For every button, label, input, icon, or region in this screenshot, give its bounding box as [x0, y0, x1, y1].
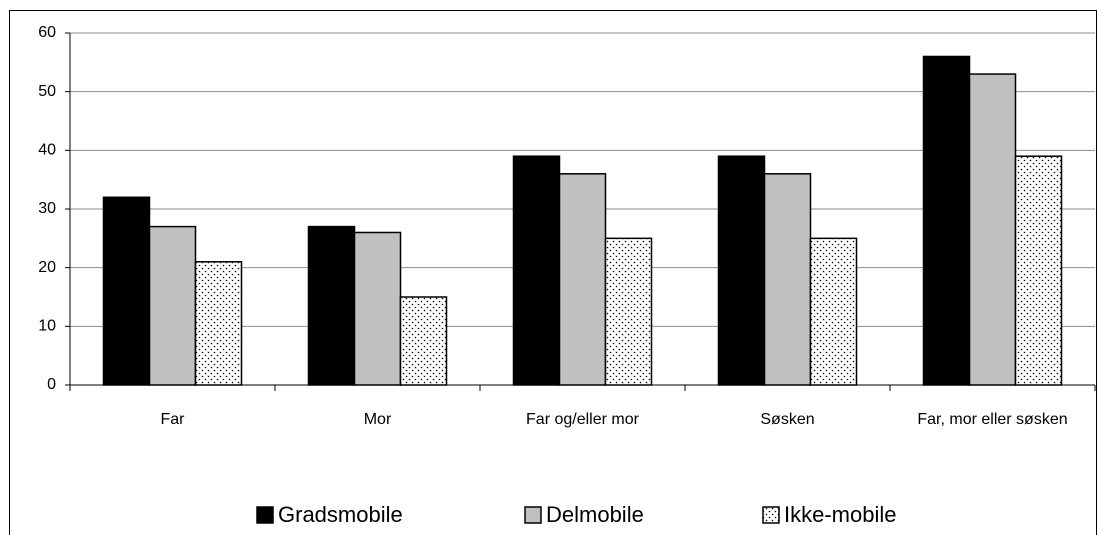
bar	[399, 296, 448, 386]
bar	[968, 73, 1017, 386]
y-tick-label: 0	[47, 376, 56, 393]
bar	[307, 225, 356, 386]
bar	[512, 155, 561, 386]
legend-label: Delmobile	[546, 502, 644, 527]
x-tick-label: Far, mor eller søsken	[917, 411, 1068, 428]
y-tick-label: 10	[38, 318, 56, 335]
bar	[102, 196, 151, 386]
y-tick-label: 60	[38, 24, 56, 41]
bar	[1014, 155, 1063, 386]
bar	[604, 237, 653, 386]
frame	[9, 10, 1097, 535]
bar	[558, 173, 607, 386]
legend-swatch	[762, 506, 780, 524]
x-tick-label: Søsken	[760, 411, 815, 428]
bar	[148, 225, 197, 386]
x-tick-label: Far og/eller mor	[526, 411, 639, 428]
y-tick-label: 20	[38, 259, 56, 276]
legend-label: Ikke-mobile	[784, 502, 896, 527]
bar	[922, 55, 971, 386]
y-tick-label: 50	[38, 83, 56, 100]
legend-swatch	[256, 506, 274, 524]
x-tick-label: Mor	[363, 411, 392, 428]
x-tick-label: Far	[160, 411, 185, 428]
y-tick-label: 40	[38, 142, 56, 159]
legend-swatch	[524, 506, 542, 524]
bar	[194, 261, 243, 386]
bar	[809, 237, 858, 386]
y-tick-label: 30	[38, 200, 56, 217]
bar	[717, 155, 766, 386]
legend-label: Gradsmobile	[278, 502, 403, 527]
bar	[763, 173, 812, 386]
bar	[353, 231, 402, 386]
